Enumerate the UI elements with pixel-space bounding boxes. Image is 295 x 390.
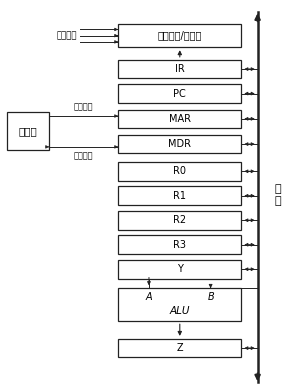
- Bar: [118, 186, 241, 205]
- Bar: [6, 112, 49, 150]
- Text: ALU: ALU: [170, 306, 190, 316]
- Bar: [118, 60, 241, 78]
- Bar: [118, 211, 241, 230]
- Bar: [118, 24, 241, 47]
- Text: 存储器: 存储器: [19, 126, 37, 136]
- Text: 指令译码/控制器: 指令译码/控制器: [158, 31, 202, 41]
- Text: PC: PC: [173, 89, 186, 99]
- Text: Z: Z: [176, 343, 183, 353]
- Bar: [118, 110, 241, 128]
- Bar: [118, 288, 241, 321]
- Text: Y: Y: [177, 264, 183, 274]
- Bar: [118, 84, 241, 103]
- Text: B: B: [207, 291, 214, 301]
- Text: MDR: MDR: [168, 139, 191, 149]
- Text: 地址总线: 地址总线: [74, 102, 94, 111]
- Text: R1: R1: [173, 191, 186, 201]
- Text: 数据总线: 数据总线: [74, 152, 94, 161]
- Text: R3: R3: [173, 240, 186, 250]
- Text: MAR: MAR: [169, 114, 191, 124]
- Text: A: A: [146, 291, 152, 301]
- Bar: [118, 135, 241, 153]
- Text: IR: IR: [175, 64, 185, 74]
- Text: R0: R0: [173, 166, 186, 176]
- Bar: [118, 260, 241, 278]
- Text: R2: R2: [173, 215, 186, 225]
- Bar: [118, 162, 241, 181]
- Text: 控制信号: 控制信号: [57, 31, 77, 40]
- Bar: [118, 236, 241, 254]
- Text: 总
线: 总 线: [275, 184, 281, 206]
- Bar: [118, 339, 241, 358]
